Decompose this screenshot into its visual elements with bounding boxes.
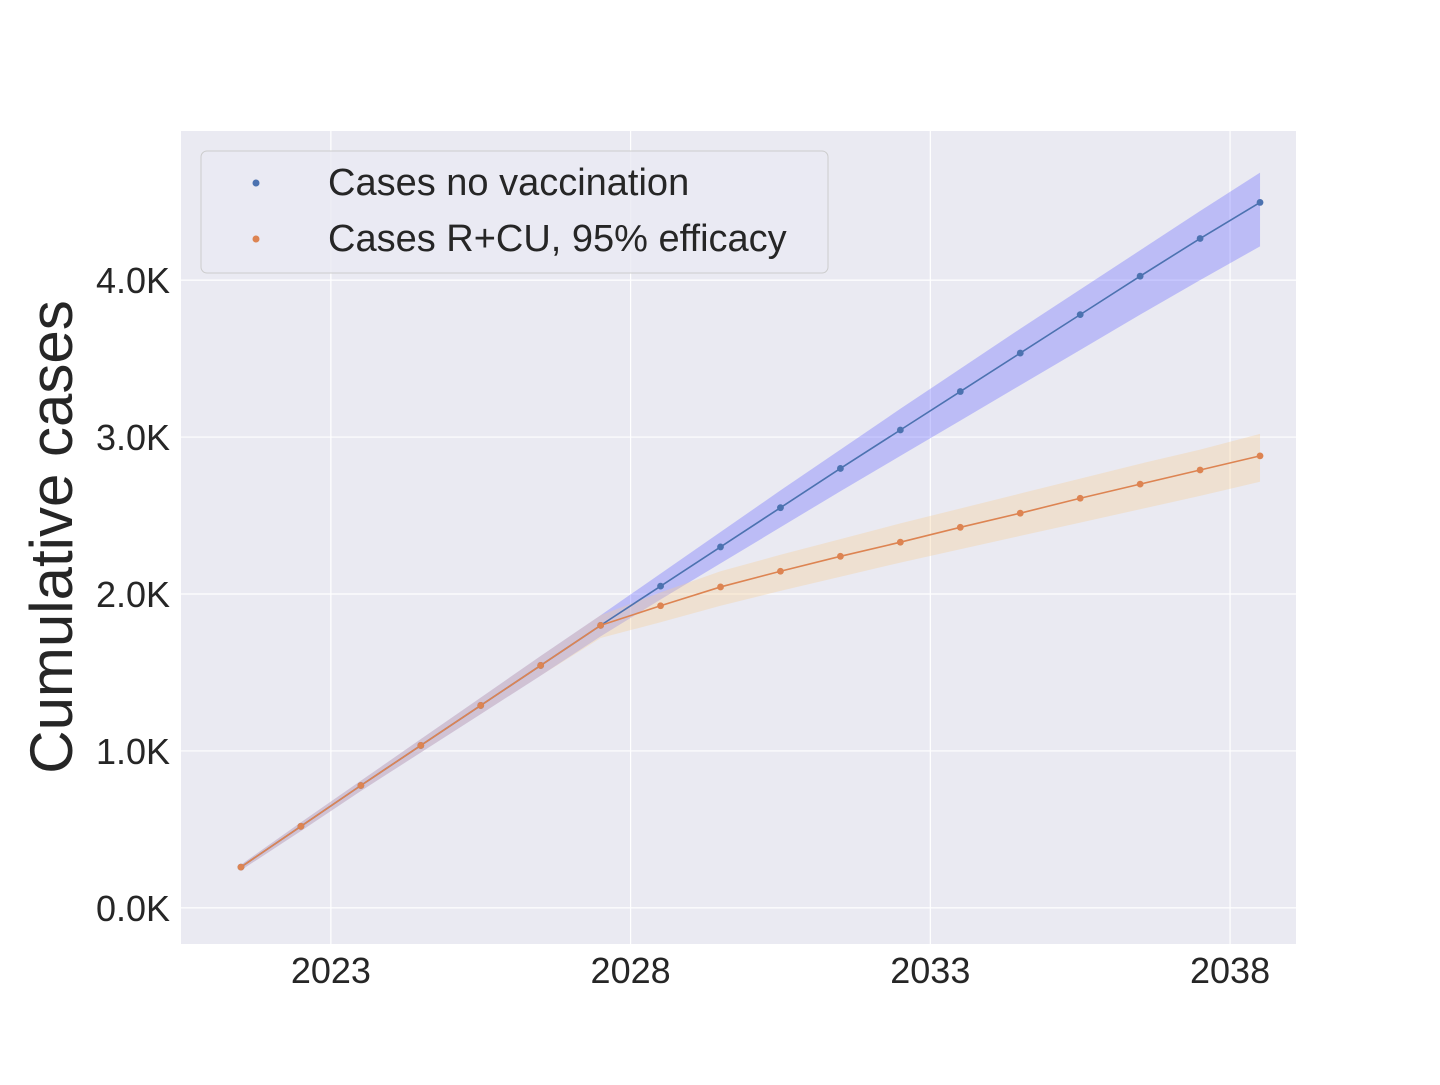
y-tick-label: 1.0K [96,731,170,772]
point-cases-no-vaccination [1196,235,1204,242]
point-cases-no-vaccination [1136,272,1144,280]
point-cases-r-cu-95-efficacy [837,552,844,560]
grid-lines [181,131,1296,944]
point-cases-r-cu-95-efficacy [357,782,365,789]
series-lines [240,201,1261,868]
point-cases-r-cu-95-efficacy [1016,509,1024,517]
point-cases-no-vaccination [1256,199,1264,206]
y-tick-label: 2.0K [96,574,170,615]
x-tick-label: 2028 [591,950,671,991]
point-cases-no-vaccination [657,582,664,590]
y-axis-label: Cumulative cases [18,300,85,774]
point-cases-r-cu-95-efficacy [1256,452,1264,460]
legend-frame [200,150,829,274]
point-cases-r-cu-95-efficacy [477,702,485,709]
point-cases-no-vaccination [1076,311,1084,319]
point-cases-r-cu-95-efficacy [537,662,545,669]
y-axis-ticks: 0.0K 1.0K 2.0K 3.0K 4.0K [96,260,170,929]
legend-label-no-vaccination: Cases no vaccination [328,162,689,204]
x-tick-label: 2038 [1190,950,1270,991]
point-cases-r-cu-95-efficacy [896,538,904,546]
band-cases-r-cu-95-efficacy [240,433,1261,871]
point-cases-r-cu-95-efficacy [297,822,305,830]
point-cases-r-cu-95-efficacy [657,602,664,610]
x-tick-label: 2033 [890,950,970,991]
point-cases-r-cu-95-efficacy [1136,480,1144,488]
point-cases-r-cu-95-efficacy [777,567,784,575]
point-cases-no-vaccination [717,543,724,551]
x-axis-ticks: 2023 2028 2033 2038 [291,950,1270,991]
x-tick-label: 2023 [291,950,371,991]
point-cases-r-cu-95-efficacy [237,863,245,871]
legend-marker-no-vaccination [252,179,260,187]
point-cases-no-vaccination [1016,349,1024,357]
legend-marker-rcu-95-efficacy [252,235,260,243]
point-cases-no-vaccination [837,465,844,472]
point-cases-r-cu-95-efficacy [1196,466,1204,474]
y-tick-label: 3.0K [96,417,170,458]
point-cases-r-cu-95-efficacy [1076,494,1084,502]
point-cases-no-vaccination [896,426,904,434]
legend: Cases no vaccination Cases R+CU, 95% eff… [200,150,829,274]
point-cases-r-cu-95-efficacy [956,523,964,531]
line-cases-r-cu-95-efficacy [240,455,1261,868]
point-cases-r-cu-95-efficacy [717,583,724,591]
y-tick-label: 0.0K [96,888,170,929]
point-cases-no-vaccination [956,388,964,395]
point-cases-r-cu-95-efficacy [417,742,425,749]
point-cases-no-vaccination [777,504,784,512]
series-points [237,199,1264,871]
y-tick-label: 4.0K [96,260,170,301]
legend-label-rcu-95-efficacy: Cases R+CU, 95% efficacy [328,218,787,260]
point-cases-r-cu-95-efficacy [597,621,605,629]
